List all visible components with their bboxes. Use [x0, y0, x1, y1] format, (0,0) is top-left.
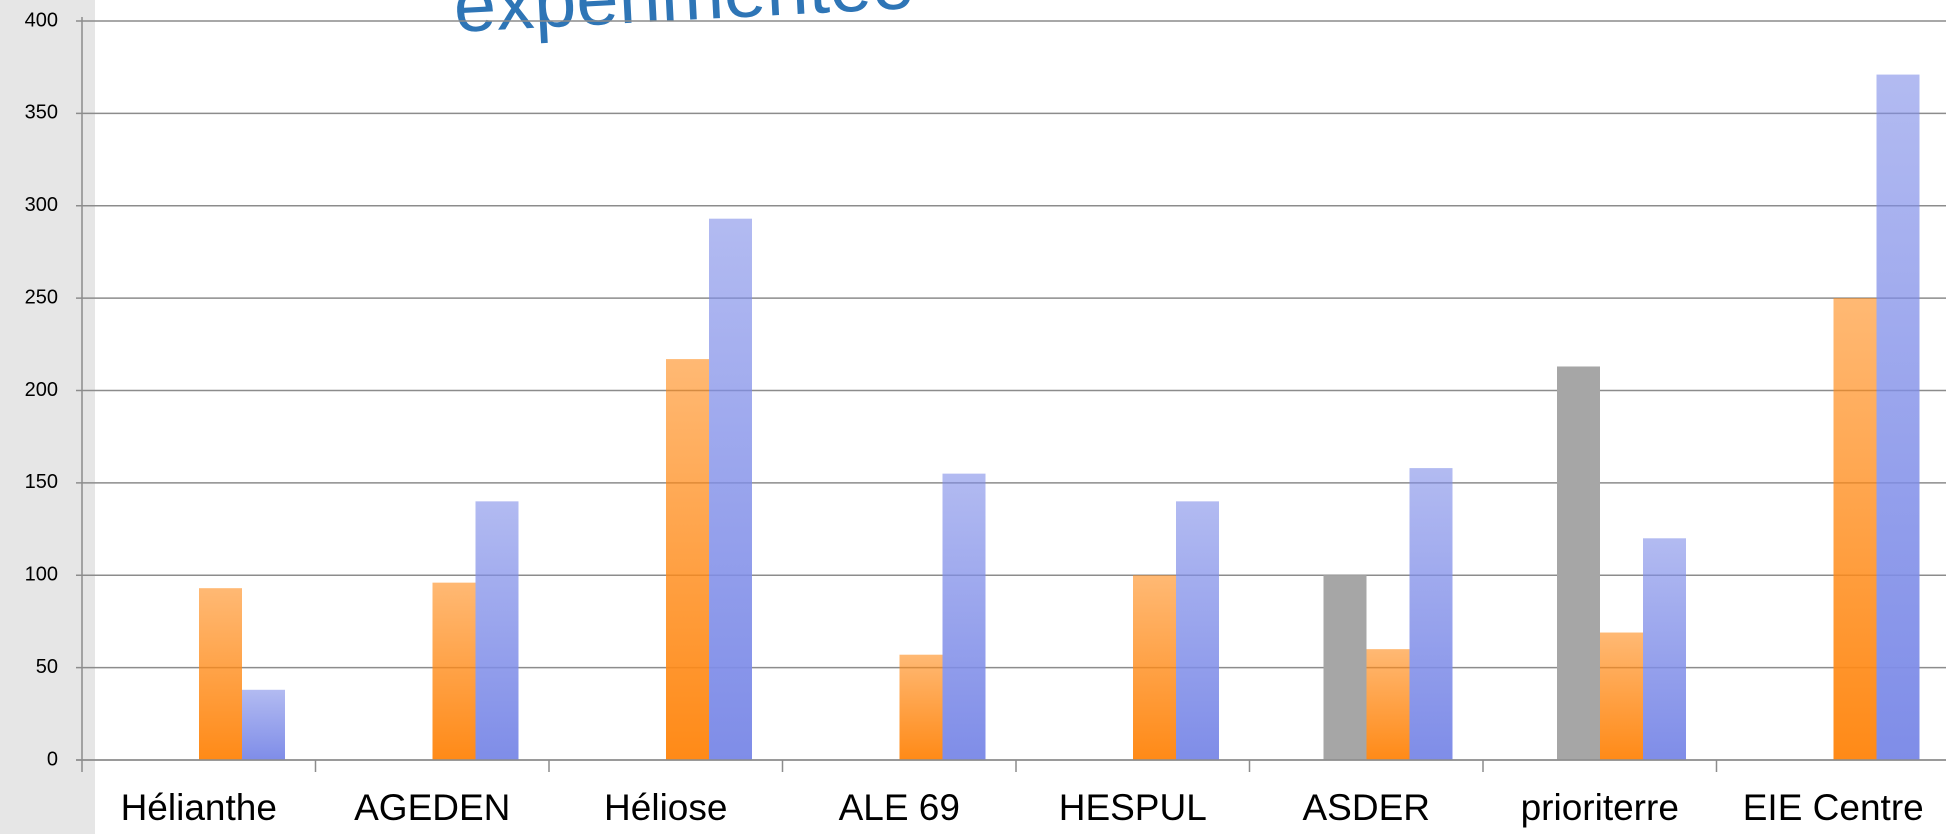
- y-tick-label: 100: [25, 564, 58, 586]
- y-tick-label: 200: [25, 379, 58, 401]
- bar: [475, 501, 519, 760]
- bar: [432, 582, 476, 760]
- bar: [242, 689, 285, 760]
- y-tick-label: 300: [25, 194, 58, 216]
- y-tick-label: 250: [25, 286, 58, 308]
- side-strip: [0, 0, 95, 834]
- x-tick-label: ASDER: [1303, 787, 1430, 828]
- y-tick-label: 350: [25, 102, 58, 124]
- y-tick-label: 0: [47, 748, 58, 770]
- bar: [1833, 298, 1877, 760]
- bar: [666, 359, 709, 760]
- bar: [1643, 538, 1686, 760]
- y-tick-label: 150: [25, 471, 58, 493]
- y-tick-label: 400: [25, 9, 58, 31]
- x-tick-label: prioriterre: [1521, 787, 1679, 828]
- x-tick-label: EIE Centre: [1743, 787, 1924, 828]
- bar: [1876, 74, 1920, 760]
- bar: [1323, 575, 1367, 760]
- bar: [1557, 366, 1600, 760]
- bar: [1176, 501, 1219, 760]
- bar: [1600, 632, 1643, 760]
- x-tick-label: Hélianthe: [121, 787, 277, 828]
- bar: [942, 473, 986, 760]
- bar: [709, 218, 752, 760]
- x-tick-label: HESPUL: [1059, 787, 1207, 828]
- bar: [1409, 468, 1453, 760]
- x-tick-label: Héliose: [604, 787, 727, 828]
- bar: [199, 588, 242, 760]
- bar: [1366, 649, 1410, 760]
- x-tick-label: ALE 69: [839, 787, 960, 828]
- bar: [1133, 575, 1176, 760]
- bar: [899, 654, 943, 760]
- x-tick-label: AGEDEN: [354, 787, 510, 828]
- y-tick-label: 50: [36, 656, 58, 678]
